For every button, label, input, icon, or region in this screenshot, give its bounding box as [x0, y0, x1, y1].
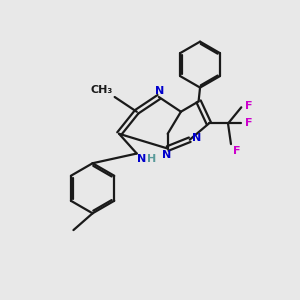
Text: N: N — [163, 150, 172, 160]
Text: N: N — [136, 154, 146, 164]
Text: F: F — [245, 118, 252, 128]
Text: H: H — [147, 154, 157, 164]
Text: F: F — [233, 146, 241, 157]
Text: N: N — [193, 133, 202, 143]
Text: F: F — [245, 101, 252, 111]
Text: N: N — [155, 86, 164, 96]
Text: CH₃: CH₃ — [90, 85, 112, 95]
